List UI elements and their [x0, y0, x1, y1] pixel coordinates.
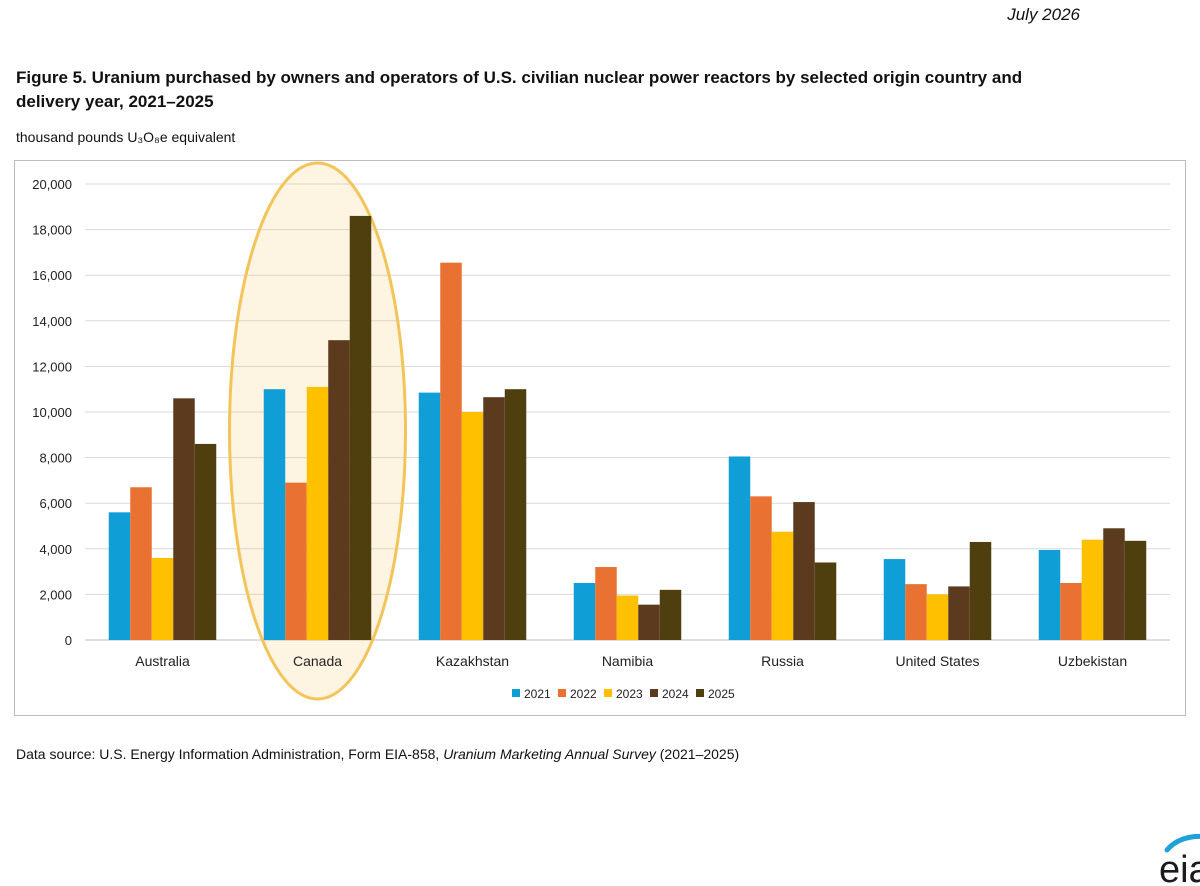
- legend-swatch: [650, 689, 658, 697]
- y-tick-label: 8,000: [39, 451, 72, 466]
- bar-chart: 0 2,000 4,000 6,000 8,000 10,000 12,000 14,000 1…: [32, 161, 1170, 701]
- y-tick-label: 14,000: [32, 314, 72, 329]
- bar: [1103, 528, 1125, 640]
- x-tick-label: Kazakhstan: [436, 653, 509, 669]
- legend-swatch: [558, 689, 566, 697]
- bar: [750, 496, 772, 640]
- bar: [948, 586, 970, 640]
- x-tick-label: Namibia: [602, 653, 654, 669]
- bar: [969, 541, 992, 640]
- eia-logo-icon: eia: [1159, 833, 1200, 886]
- y-tick-label: 6,000: [39, 496, 72, 511]
- bar: [1038, 549, 1061, 640]
- bar: [504, 389, 527, 640]
- bar: [483, 397, 505, 640]
- y-tick-label: 2,000: [39, 587, 72, 602]
- bar: [328, 340, 350, 640]
- legend-swatch: [604, 689, 612, 697]
- bar: [108, 512, 131, 640]
- bar: [285, 482, 307, 640]
- x-tick-label: Uzbekistan: [1058, 653, 1127, 669]
- bar: [263, 389, 286, 640]
- bar: [1081, 539, 1104, 640]
- legend-label: 2021: [524, 687, 551, 701]
- data-source: Data source: U.S. Energy Information Adm…: [16, 746, 739, 762]
- y-tick-label: 10,000: [32, 405, 72, 420]
- chart-panel: 0 2,000 4,000 6,000 8,000 10,000 12,000 14,000 1…: [14, 160, 1200, 886]
- report-date: July 2026: [1007, 5, 1080, 24]
- legend-label: 2024: [662, 687, 689, 701]
- bar: [616, 595, 639, 640]
- eia-logo-text: eia: [1159, 849, 1200, 886]
- bar: [659, 589, 682, 640]
- bar: [771, 531, 794, 640]
- bar: [151, 557, 174, 640]
- bar: [728, 456, 751, 640]
- bar: [418, 392, 441, 640]
- bar: [926, 594, 949, 640]
- bar: [306, 386, 329, 640]
- y-tick-label: 20,000: [32, 177, 72, 192]
- units-label: thousand pounds U₃O₈e equivalent: [16, 129, 236, 145]
- legend-label: 2022: [570, 687, 597, 701]
- figure-title: Figure 5. Uranium purchased by owners an…: [16, 68, 1023, 111]
- x-tick-label: Canada: [293, 653, 342, 669]
- bar: [461, 412, 484, 640]
- x-tick-label: Australia: [135, 653, 190, 669]
- source-suffix: (2021–2025): [659, 746, 740, 762]
- bar: [173, 398, 195, 640]
- bar: [905, 584, 927, 640]
- bar: [638, 604, 660, 640]
- bar: [440, 262, 462, 640]
- legend-label: 2023: [616, 687, 643, 701]
- bar: [194, 443, 217, 640]
- bar: [130, 487, 152, 640]
- legend-swatch: [696, 689, 704, 697]
- y-tick-label: 12,000: [32, 359, 72, 374]
- y-tick-label: 0: [65, 633, 72, 648]
- x-tick-label: Russia: [761, 653, 804, 669]
- source-title: Uranium Marketing Annual Survey: [443, 746, 656, 762]
- y-tick-label: 16,000: [32, 268, 72, 283]
- bar: [883, 559, 906, 640]
- bar: [1124, 540, 1147, 640]
- x-tick-label: United States: [895, 653, 979, 669]
- bar: [573, 583, 596, 640]
- bar: [1060, 583, 1082, 640]
- source-prefix: Data source: U.S. Energy Information Adm…: [16, 746, 440, 762]
- legend-label: 2025: [708, 687, 735, 701]
- bar: [814, 562, 837, 640]
- bar: [793, 502, 815, 640]
- y-tick-label: 4,000: [39, 542, 72, 557]
- bar: [349, 215, 372, 641]
- legend-swatch: [512, 689, 520, 697]
- y-tick-label: 18,000: [32, 223, 72, 238]
- bar: [595, 567, 617, 640]
